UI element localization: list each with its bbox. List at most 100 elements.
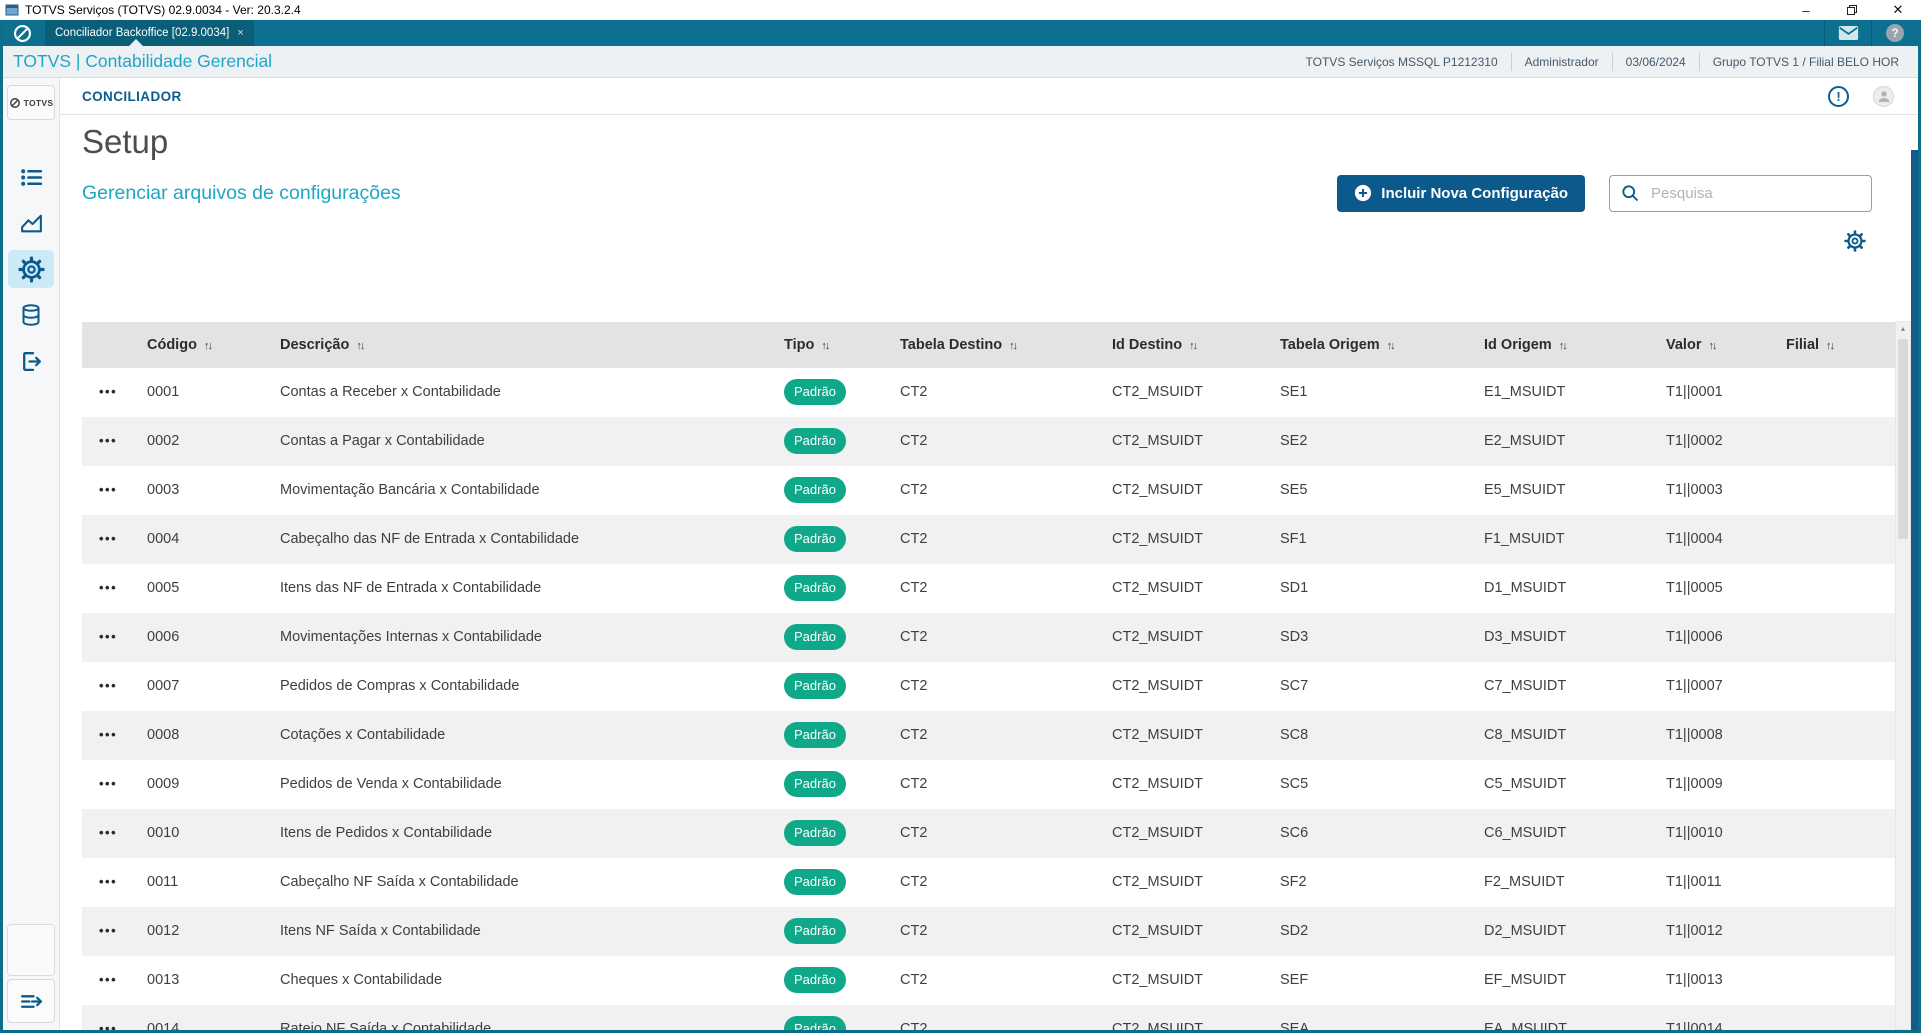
table-row: ••• 0009 Pedidos de Venda x Contabilidade P… <box>82 760 1898 809</box>
cell-valor: T1||0010 <box>1666 825 1723 842</box>
totvs-mark-icon <box>12 23 33 44</box>
table-scrollbar-thumb[interactable] <box>1898 339 1908 539</box>
table-row: ••• 0001 Contas a Receber x Contabilidade P… <box>82 368 1898 417</box>
row-actions-button[interactable]: ••• <box>99 531 118 547</box>
add-configuration-button[interactable]: Incluir Nova Configuração <box>1337 174 1585 212</box>
header-info-item: Grupo TOTVS 1 / Filial BELO HOR <box>1698 52 1912 71</box>
cell-tabela_origem: SE5 <box>1280 482 1308 499</box>
cell-filial <box>1781 711 1898 760</box>
column-header[interactable]: Id Origem ↑↓ <box>1479 321 1661 368</box>
expand-menu-button[interactable] <box>7 979 55 1023</box>
row-actions-button[interactable]: ••• <box>99 776 118 792</box>
tab-close-icon[interactable]: × <box>237 27 244 39</box>
cell-codigo: 0007 <box>147 678 180 695</box>
scroll-up-icon[interactable]: ▲ <box>1899 326 1907 333</box>
table-header-row: Código ↑↓ Descrição ↑↓ Tipo ↑↓ Tabela Destino ↑… <box>82 321 1898 368</box>
row-actions-button[interactable]: ••• <box>99 825 118 841</box>
cell-actions: ••• <box>82 417 142 466</box>
column-header[interactable]: Filial ↑↓ <box>1781 321 1898 368</box>
cell-filial <box>1781 760 1898 809</box>
tipo-badge: Padrão <box>784 673 846 700</box>
sort-icon[interactable]: ↑↓ <box>1826 339 1835 352</box>
row-actions-button[interactable]: ••• <box>99 923 118 939</box>
column-header[interactable]: Código ↑↓ <box>142 321 275 368</box>
cell-id_origem: EA_MSUIDT <box>1484 1021 1567 1030</box>
tab-conciliador-backoffice[interactable]: Conciliador Backoffice [02.9.0034] × <box>45 20 254 46</box>
tipo-badge: Padrão <box>784 918 846 945</box>
sidebar-item-database[interactable] <box>8 296 54 334</box>
tipo-badge: Padrão <box>784 575 846 602</box>
tipo-badge: Padrão <box>784 771 846 798</box>
cell-id_origem: C7_MSUIDT <box>1484 678 1567 695</box>
row-actions-button[interactable]: ••• <box>99 678 118 694</box>
row-actions-button[interactable]: ••• <box>99 874 118 890</box>
table-settings-button[interactable] <box>1844 230 1866 252</box>
user-avatar[interactable] <box>1873 85 1894 107</box>
cell-descricao: Pedidos de Venda x Contabilidade <box>280 776 502 793</box>
cell-descricao: Itens de Pedidos x Contabilidade <box>280 825 493 842</box>
cell-tipo: Padrão <box>779 662 895 711</box>
column-header[interactable]: Tabela Destino ↑↓ <box>895 321 1107 368</box>
cell-tipo: Padrão <box>779 956 895 1005</box>
row-actions-button[interactable]: ••• <box>99 1021 118 1030</box>
column-label: Tabela Origem <box>1280 336 1380 353</box>
cell-id_destino: CT2_MSUIDT <box>1112 482 1204 499</box>
cell-id_origem: C8_MSUIDT <box>1484 727 1567 744</box>
sidebar-item-setup[interactable] <box>8 250 54 288</box>
sort-icon[interactable]: ↑↓ <box>203 339 213 352</box>
cell-actions: ••• <box>82 858 142 907</box>
page-scrollbar-thumb[interactable] <box>1911 150 1918 1030</box>
cell-tabela_origem: SE2 <box>1280 433 1308 450</box>
sort-icon[interactable]: ↑↓ <box>1386 339 1396 352</box>
plus-circle-icon <box>1355 185 1372 202</box>
restore-button[interactable] <box>1829 0 1875 20</box>
gear-icon <box>17 255 45 283</box>
column-header[interactable]: Valor ↑↓ <box>1661 321 1781 368</box>
search-input[interactable] <box>1649 183 1861 203</box>
cell-descricao: Itens das NF de Entrada x Contabilidade <box>280 580 542 597</box>
row-actions-button[interactable]: ••• <box>99 727 118 743</box>
cell-descricao: Cotações x Contabilidade <box>280 727 446 744</box>
row-actions-button[interactable]: ••• <box>99 433 118 449</box>
tipo-badge: Padrão <box>784 526 846 553</box>
cell-tabela_origem: SEF <box>1280 972 1309 989</box>
cell-tabela_destino: CT2 <box>900 678 928 695</box>
column-header[interactable]: Id Destino ↑↓ <box>1107 321 1275 368</box>
row-actions-button[interactable]: ••• <box>99 629 118 645</box>
module-bar: CONCILIADOR ! <box>60 78 1918 115</box>
row-actions-button[interactable]: ••• <box>99 580 118 596</box>
sidebar-item-dashboard[interactable] <box>8 204 54 242</box>
cell-valor: T1||0008 <box>1666 727 1723 744</box>
sort-icon[interactable]: ↑↓ <box>1189 339 1198 352</box>
cell-descricao: Cheques x Contabilidade <box>280 972 443 989</box>
column-header[interactable]: Tabela Origem ↑↓ <box>1275 321 1479 368</box>
cell-tabela_destino: CT2 <box>900 972 928 989</box>
cell-id_destino: CT2_MSUIDT <box>1112 972 1204 989</box>
sort-icon[interactable]: ↑↓ <box>356 339 365 352</box>
help-button[interactable]: ? <box>1872 20 1918 46</box>
row-actions-button[interactable]: ••• <box>99 482 118 498</box>
tipo-badge: Padrão <box>784 477 846 504</box>
sort-icon[interactable]: ↑↓ <box>1009 339 1018 352</box>
sidebar-item-menu[interactable] <box>8 158 54 196</box>
row-actions-button[interactable]: ••• <box>99 972 118 988</box>
mail-icon <box>1838 26 1858 40</box>
sort-icon[interactable]: ↑↓ <box>821 339 830 352</box>
notifications-button[interactable]: ! <box>1828 85 1849 107</box>
sort-icon[interactable]: ↑↓ <box>1558 339 1568 352</box>
list-icon <box>20 168 42 186</box>
help-icon: ? <box>1886 24 1904 42</box>
mail-button[interactable] <box>1825 20 1871 46</box>
module-title: CONCILIADOR <box>82 88 182 104</box>
minimize-button[interactable]: – <box>1802 2 1810 18</box>
sort-icon[interactable]: ↑↓ <box>1708 339 1717 352</box>
cell-filial <box>1781 809 1898 858</box>
table-scrollbar[interactable]: ▲ <box>1895 321 1911 1030</box>
sidebar-item-exit[interactable] <box>8 342 54 380</box>
column-header[interactable]: Descrição ↑↓ <box>275 321 779 368</box>
column-header[interactable]: Tipo ↑↓ <box>779 321 895 368</box>
close-button[interactable]: ✕ <box>1892 2 1904 17</box>
tipo-badge: Padrão <box>784 428 846 455</box>
row-actions-button[interactable]: ••• <box>99 384 118 400</box>
column-label: Descrição <box>280 336 350 353</box>
